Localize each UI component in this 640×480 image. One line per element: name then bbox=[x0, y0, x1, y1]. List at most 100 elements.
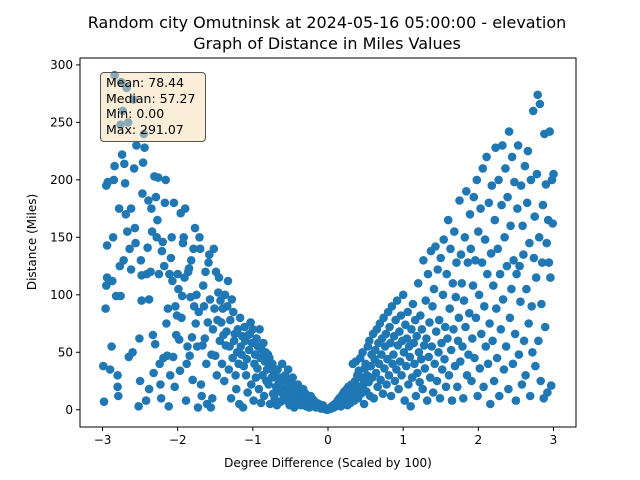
data-point bbox=[407, 325, 416, 334]
data-point bbox=[117, 150, 127, 159]
data-point bbox=[182, 359, 191, 369]
data-point bbox=[542, 238, 551, 248]
data-point bbox=[466, 244, 476, 254]
data-point bbox=[121, 210, 131, 219]
data-point bbox=[389, 350, 398, 359]
data-point bbox=[412, 331, 422, 341]
data-point bbox=[192, 290, 201, 300]
data-point bbox=[136, 255, 146, 265]
data-point bbox=[442, 269, 452, 279]
data-point bbox=[264, 380, 273, 389]
data-point bbox=[465, 308, 474, 318]
data-point bbox=[184, 264, 194, 273]
data-point bbox=[531, 273, 541, 282]
chart-title-line-1: Random city Omutninsk at 2024-05-16 05:0… bbox=[88, 13, 567, 32]
data-point bbox=[157, 246, 167, 256]
data-point bbox=[164, 402, 173, 411]
data-point bbox=[238, 403, 248, 412]
data-point bbox=[522, 198, 532, 208]
data-point bbox=[456, 250, 466, 259]
data-point bbox=[474, 227, 483, 236]
data-point bbox=[499, 365, 509, 374]
data-point bbox=[132, 141, 141, 150]
y-tick-label: 300 bbox=[50, 58, 73, 72]
data-point bbox=[456, 357, 465, 366]
x-tick-label: −1 bbox=[244, 433, 262, 447]
data-point bbox=[486, 399, 495, 409]
data-point bbox=[444, 371, 454, 380]
data-point bbox=[134, 402, 143, 411]
data-point bbox=[138, 189, 147, 198]
data-point bbox=[434, 348, 443, 357]
data-point bbox=[140, 143, 149, 152]
data-point bbox=[231, 371, 240, 380]
data-point bbox=[144, 295, 154, 304]
data-point bbox=[395, 327, 404, 336]
data-point bbox=[384, 371, 394, 380]
data-point bbox=[468, 281, 478, 290]
data-point bbox=[120, 179, 130, 188]
data-point bbox=[166, 253, 176, 263]
data-point bbox=[524, 319, 533, 328]
data-point bbox=[440, 354, 449, 364]
data-point bbox=[411, 391, 421, 401]
data-point bbox=[246, 318, 255, 327]
data-point bbox=[536, 376, 545, 386]
data-point bbox=[472, 175, 482, 185]
data-point bbox=[212, 371, 222, 380]
data-point bbox=[501, 342, 511, 351]
data-point bbox=[452, 258, 461, 267]
data-point bbox=[544, 258, 554, 267]
data-point bbox=[195, 233, 204, 242]
data-point bbox=[519, 250, 528, 259]
data-point bbox=[259, 391, 269, 401]
data-point bbox=[197, 391, 206, 401]
data-point bbox=[170, 382, 179, 392]
data-point bbox=[473, 391, 482, 401]
data-point bbox=[427, 342, 437, 351]
data-point bbox=[546, 273, 555, 282]
data-point bbox=[137, 296, 146, 305]
data-point bbox=[200, 334, 210, 343]
data-point bbox=[488, 336, 497, 346]
data-point bbox=[387, 302, 397, 311]
data-point bbox=[273, 365, 282, 374]
data-point bbox=[492, 304, 501, 313]
data-point bbox=[481, 342, 491, 351]
data-point bbox=[196, 380, 206, 389]
data-point bbox=[165, 371, 175, 380]
data-point bbox=[537, 258, 547, 267]
data-point bbox=[168, 352, 178, 362]
data-point bbox=[283, 365, 293, 374]
data-point bbox=[416, 354, 426, 364]
data-point bbox=[531, 361, 540, 371]
data-point bbox=[513, 141, 523, 150]
data-point bbox=[483, 269, 492, 279]
data-point bbox=[514, 350, 524, 359]
data-point bbox=[436, 253, 446, 263]
data-point bbox=[446, 345, 456, 355]
data-point bbox=[491, 143, 500, 152]
data-point bbox=[503, 192, 512, 202]
data-point bbox=[403, 307, 413, 317]
data-point bbox=[507, 284, 516, 294]
data-point bbox=[429, 284, 439, 294]
data-point bbox=[513, 204, 522, 213]
data-point bbox=[528, 348, 537, 357]
data-point bbox=[101, 304, 110, 313]
data-point bbox=[156, 380, 165, 389]
data-point bbox=[468, 334, 477, 343]
data-point bbox=[430, 359, 440, 369]
data-point bbox=[135, 376, 145, 386]
data-point bbox=[543, 388, 552, 397]
data-point bbox=[369, 394, 379, 403]
data-point bbox=[114, 204, 124, 213]
data-point bbox=[498, 295, 508, 304]
data-point bbox=[500, 233, 509, 242]
data-point bbox=[259, 338, 268, 348]
data-point bbox=[190, 223, 200, 233]
data-point bbox=[453, 382, 462, 392]
data-point bbox=[206, 403, 216, 412]
data-point bbox=[431, 327, 441, 336]
y-tick-label: 0 bbox=[65, 403, 73, 417]
